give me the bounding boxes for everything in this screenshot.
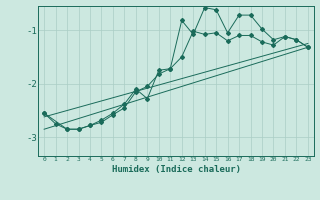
X-axis label: Humidex (Indice chaleur): Humidex (Indice chaleur) — [111, 165, 241, 174]
